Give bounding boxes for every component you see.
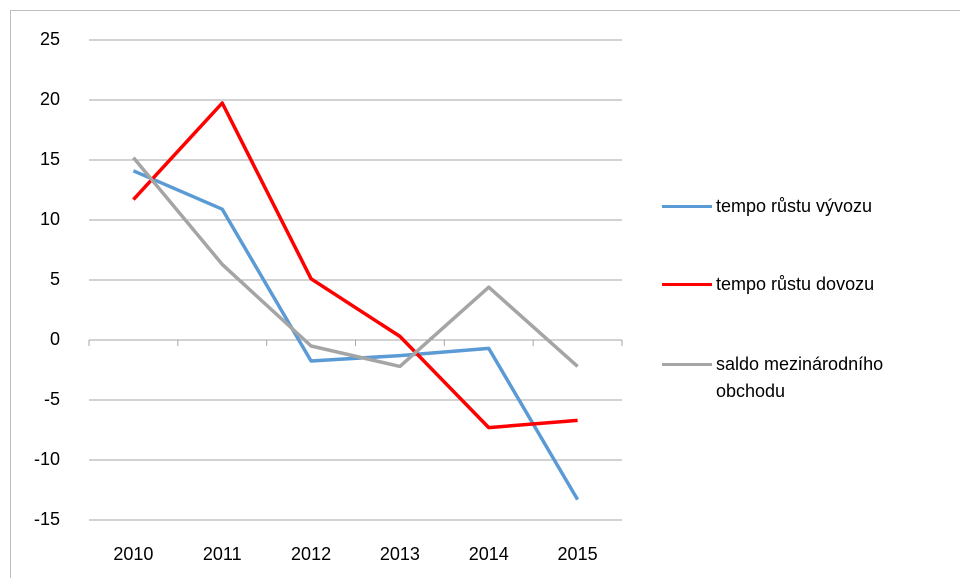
x-tick-label: 2014	[469, 544, 509, 564]
series-line	[132, 169, 580, 501]
legend-label: tempo růstu vývozu	[716, 196, 873, 216]
legend-swatch	[662, 363, 712, 366]
x-tick-label: 2011	[203, 544, 242, 564]
y-tick-label: -15	[34, 509, 60, 529]
legend-item: tempo růstu vývozu	[662, 193, 946, 220]
legend-label: tempo růstu dovozu	[716, 274, 875, 294]
legend-item: saldo mezinárodního obchodu	[662, 351, 946, 405]
x-tick-label: 2012	[291, 544, 331, 564]
legend-swatch	[662, 205, 712, 208]
y-tick-label: -5	[44, 389, 60, 409]
y-tick-label: 5	[50, 269, 60, 289]
y-tick-label: 15	[40, 149, 60, 169]
legend-label: saldo mezinárodního obchodu	[716, 354, 884, 401]
y-tick-label: 10	[40, 209, 60, 229]
chart-border	[10, 10, 960, 578]
y-tick-label: -10	[34, 449, 60, 469]
legend-item: tempo růstu dovozu	[662, 271, 946, 298]
x-tick-label: 2013	[380, 544, 420, 564]
x-tick-label: 2010	[113, 544, 153, 564]
series-line	[132, 156, 579, 369]
y-tick-label: 20	[40, 89, 60, 109]
y-tick-label: 0	[50, 329, 60, 349]
x-tick-label: 2015	[558, 544, 598, 564]
legend-swatch	[662, 283, 712, 286]
series-line	[132, 101, 578, 430]
y-tick-label: 25	[40, 29, 60, 49]
